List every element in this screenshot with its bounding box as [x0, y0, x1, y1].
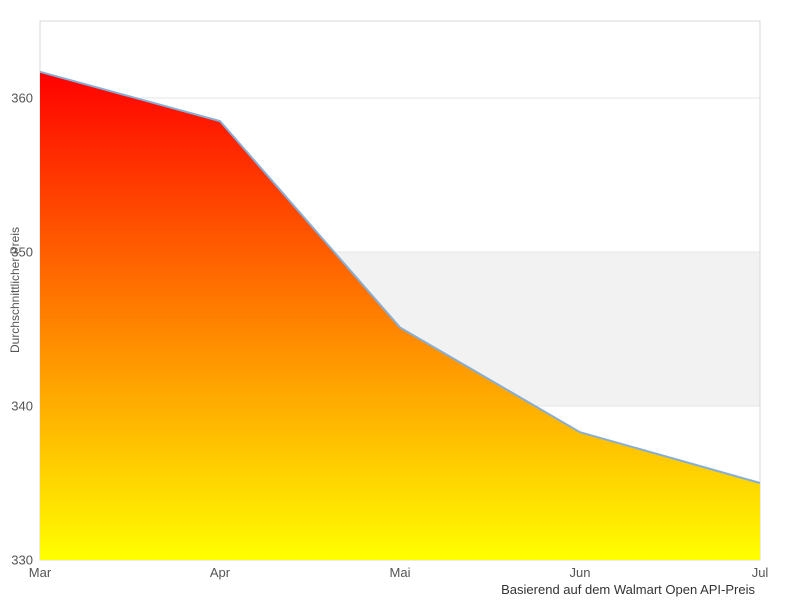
x-tick-label: Jul	[752, 565, 769, 580]
y-tick-label: 350	[11, 245, 33, 260]
y-tick-label: 340	[11, 399, 33, 414]
x-tick-label: Mai	[390, 565, 411, 580]
y-axis-title: Durchschnittlicher Preis	[8, 226, 22, 354]
area-fill	[40, 71, 760, 560]
x-tick-label: Apr	[210, 565, 231, 580]
series-line	[39, 70, 761, 484]
x-tick-label: Jun	[570, 565, 591, 580]
x-tick-label: Mar	[29, 565, 52, 580]
y-tick-label: 330	[11, 553, 33, 568]
y-tick-label: 360	[11, 91, 33, 106]
chart-caption: Basierend auf dem Walmart Open API-Preis	[501, 582, 755, 597]
